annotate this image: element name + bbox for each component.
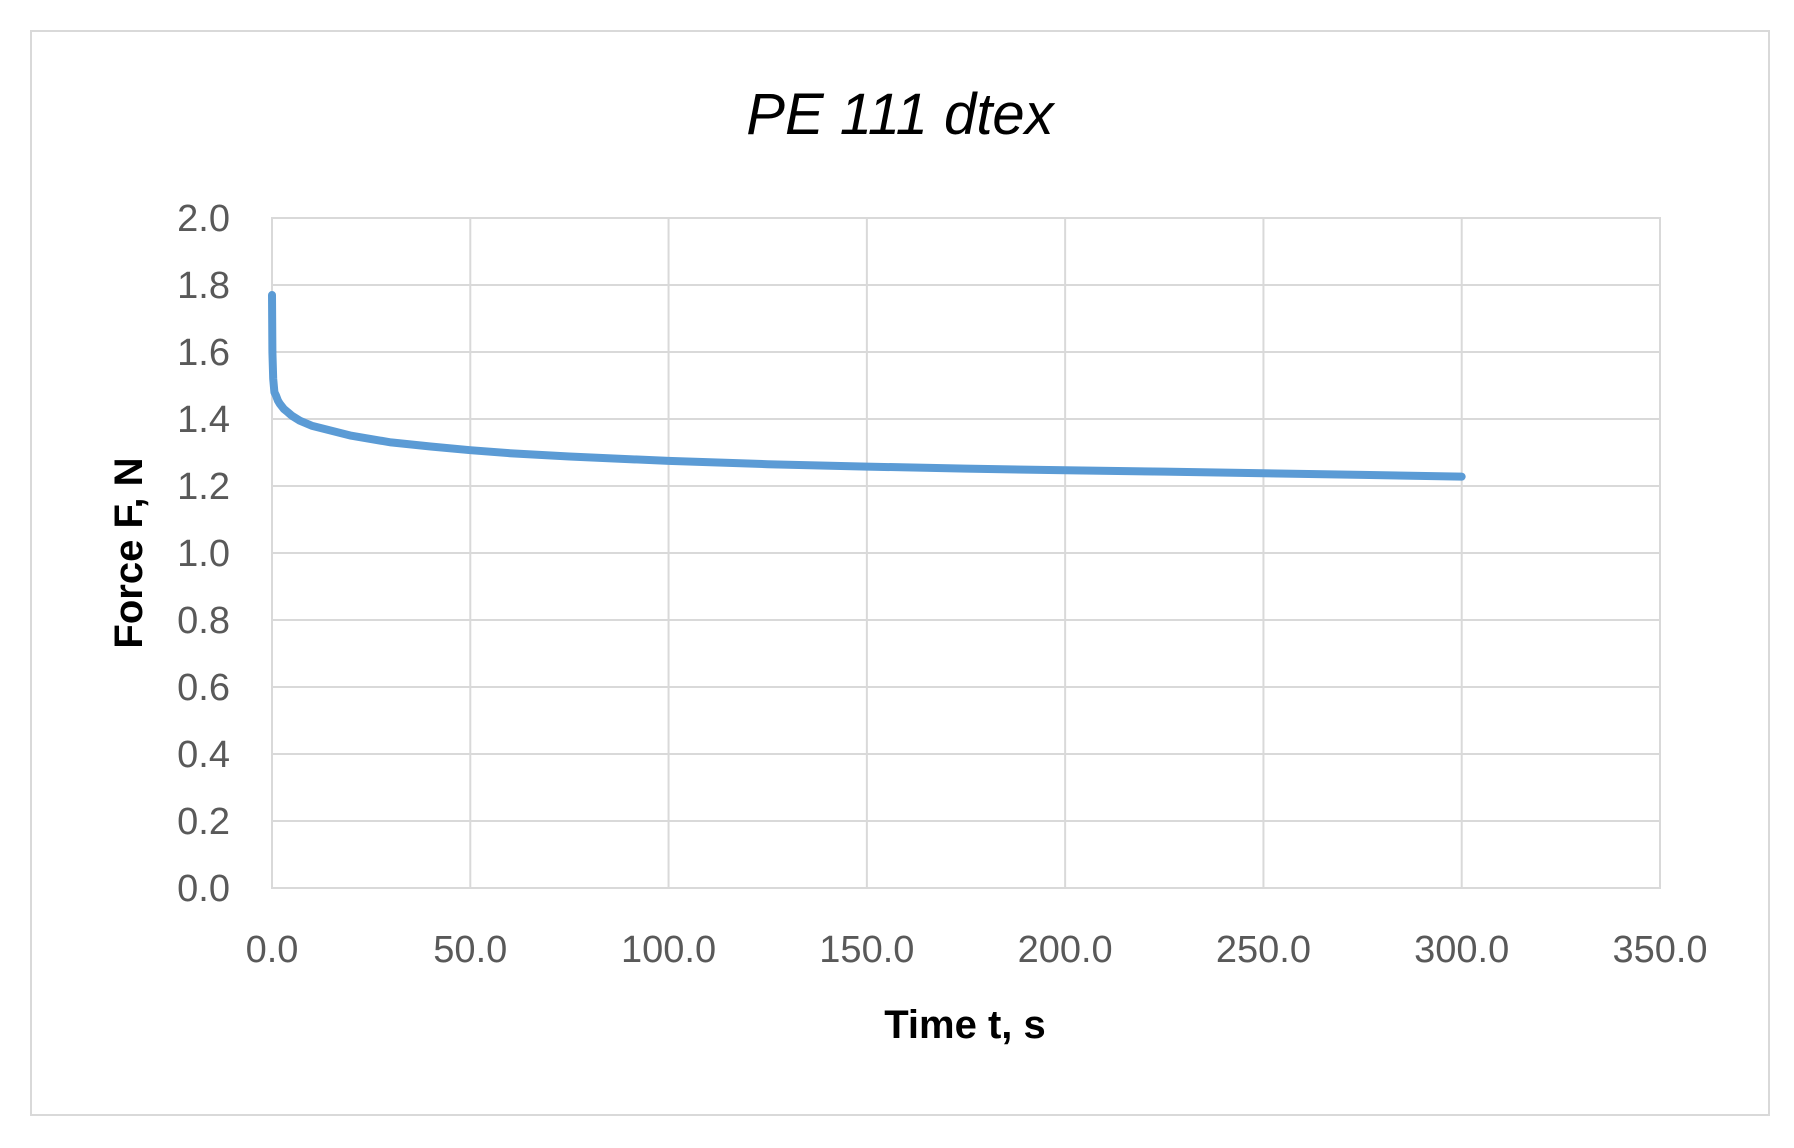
chart-frame <box>30 30 1770 1116</box>
y-tick-label: 0.4 <box>177 734 230 776</box>
x-tick-label: 0.0 <box>246 929 299 971</box>
y-tick-label: 1.8 <box>177 265 230 307</box>
y-tick-label: 1.6 <box>177 332 230 374</box>
y-tick-label: 0.2 <box>177 801 230 843</box>
x-tick-label: 50.0 <box>433 929 507 971</box>
x-tick-label: 150.0 <box>819 929 914 971</box>
plot-area-border <box>271 217 1661 889</box>
tick-layer: 0.0 0.2 0.4 0.6 0.8 1.0 1.2 1.4 1.6 1.8 2.0 0.0 50.0… <box>177 198 1707 971</box>
y-tick-label: 2.0 <box>177 198 230 240</box>
y-tick-label: 0.8 <box>177 600 230 642</box>
y-tick-label: 0.0 <box>177 868 230 910</box>
series-line <box>268 291 1466 481</box>
chart-title: PE 111 dtex <box>746 82 1055 147</box>
y-tick-label: 1.0 <box>177 533 230 575</box>
grid-layer <box>271 217 1661 889</box>
x-axis-title: Time t, s <box>884 1003 1046 1047</box>
y-tick-label: 1.2 <box>177 466 230 508</box>
x-tick-label: 100.0 <box>621 929 716 971</box>
x-tick-label: 350.0 <box>1612 929 1707 971</box>
x-tick-label: 200.0 <box>1018 929 1113 971</box>
y-tick-label: 0.6 <box>177 667 230 709</box>
y-tick-label: 1.4 <box>177 399 230 441</box>
x-tick-label: 250.0 <box>1216 929 1311 971</box>
y-axis-title: Force F, N <box>107 457 151 648</box>
x-tick-label: 300.0 <box>1414 929 1509 971</box>
series-layer <box>268 291 1466 481</box>
